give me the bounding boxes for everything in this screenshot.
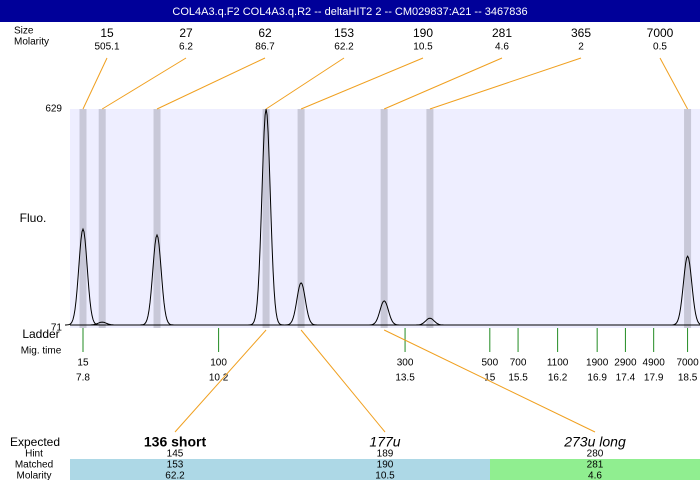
trace-peak [65,227,101,326]
ladder-time: 17.4 [616,373,636,384]
trace-peak [411,317,448,326]
ladder-size: 1900 [586,358,609,369]
peak-band [98,109,106,328]
peak-band [153,109,161,328]
ladder-size: 500 [481,358,498,369]
ladder-time: 10.2 [209,373,229,384]
peak-molarity: 10.5 [413,42,433,53]
peak-link [383,57,503,110]
group-bar [70,459,280,480]
group-molarity: 62.2 [165,471,185,480]
group-hint: 189 [377,449,394,460]
ladder-size: 700 [510,358,527,369]
match-link [174,329,267,433]
group-name: 136 short [144,434,207,450]
group-molarity: 4.6 [588,471,602,480]
y-tick-label: 71 [51,323,63,334]
row-label: Expected [10,435,60,449]
group-bar [280,459,490,480]
trace-peak [139,233,175,326]
peak-molarity: 62.2 [334,42,354,53]
row-label: Molarity [16,471,51,480]
y-axis-label: Fluo. [20,211,47,225]
ladder-size: 1100 [547,358,569,369]
peak-link [101,57,187,110]
group-matched: 190 [377,460,394,471]
group-name: 273u long [563,434,626,450]
peak-size: 27 [179,26,193,40]
ladder-time: 17.9 [644,373,664,384]
row-label: Hint [25,449,43,460]
ladder-size: 15 [77,358,89,369]
peak-link [659,57,689,110]
peak-size: 190 [413,26,433,40]
header-bar [0,0,700,22]
peak-molarity: 86.7 [255,42,275,53]
ladder-size: 2900 [614,358,637,369]
peak-molarity: 6.2 [179,42,193,53]
group-hint: 280 [587,449,604,460]
ladder-time: 16.2 [548,373,568,384]
peak-molarity: 0.5 [653,42,667,53]
row-label: Ladder [22,327,59,341]
ladder-time: 15.5 [508,373,528,384]
peak-size: 153 [334,26,354,40]
ladder-size: 300 [397,358,414,369]
group-matched: 153 [167,460,184,471]
peak-link [156,57,266,110]
peak-link [300,57,424,110]
group-matched: 281 [587,460,604,471]
peak-molarity: 505.1 [94,42,119,53]
peak-molarity: 4.6 [495,42,509,53]
peak-molarity: 2 [578,42,584,53]
peak-link [82,57,108,110]
row-label: Matched [15,460,53,471]
peak-band [79,109,87,328]
trace-peak [283,282,320,326]
peak-link [265,57,345,110]
peak-band [297,109,305,328]
group-name: 177u [369,434,400,450]
row-label: Molarity [14,37,49,48]
ladder-size: 7000 [676,358,699,369]
header-title: COL4A3.q.F2 COL4A3.q.R2 -- deltaHIT2 2 -… [172,6,527,18]
peak-size: 365 [571,26,591,40]
ladder-time: 18.5 [678,373,698,384]
group-hint: 145 [167,449,184,460]
ladder-time: 15 [484,373,496,384]
peak-size: 15 [100,26,114,40]
ladder-time: 7.8 [76,373,90,384]
peak-band [426,109,434,328]
trace-peak [366,300,403,326]
match-link [300,329,386,433]
ladder-time: 13.5 [395,373,415,384]
peak-size: 62 [258,26,272,40]
ladder-size: 4900 [643,358,666,369]
peak-band [684,109,692,328]
group-molarity: 10.5 [375,471,395,480]
group-bar [490,459,700,480]
peak-band [380,109,388,328]
trace-peak [84,321,121,326]
row-label: Size [14,26,34,37]
row-label: Mig. time [21,346,62,357]
y-tick-label: 629 [45,104,62,115]
peak-link [429,57,582,110]
match-link [383,329,596,433]
ladder-size: 100 [210,358,227,369]
ladder-time: 16.9 [587,373,607,384]
peak-band [262,109,270,328]
peak-size: 281 [492,26,512,40]
peak-size: 7000 [647,26,674,40]
